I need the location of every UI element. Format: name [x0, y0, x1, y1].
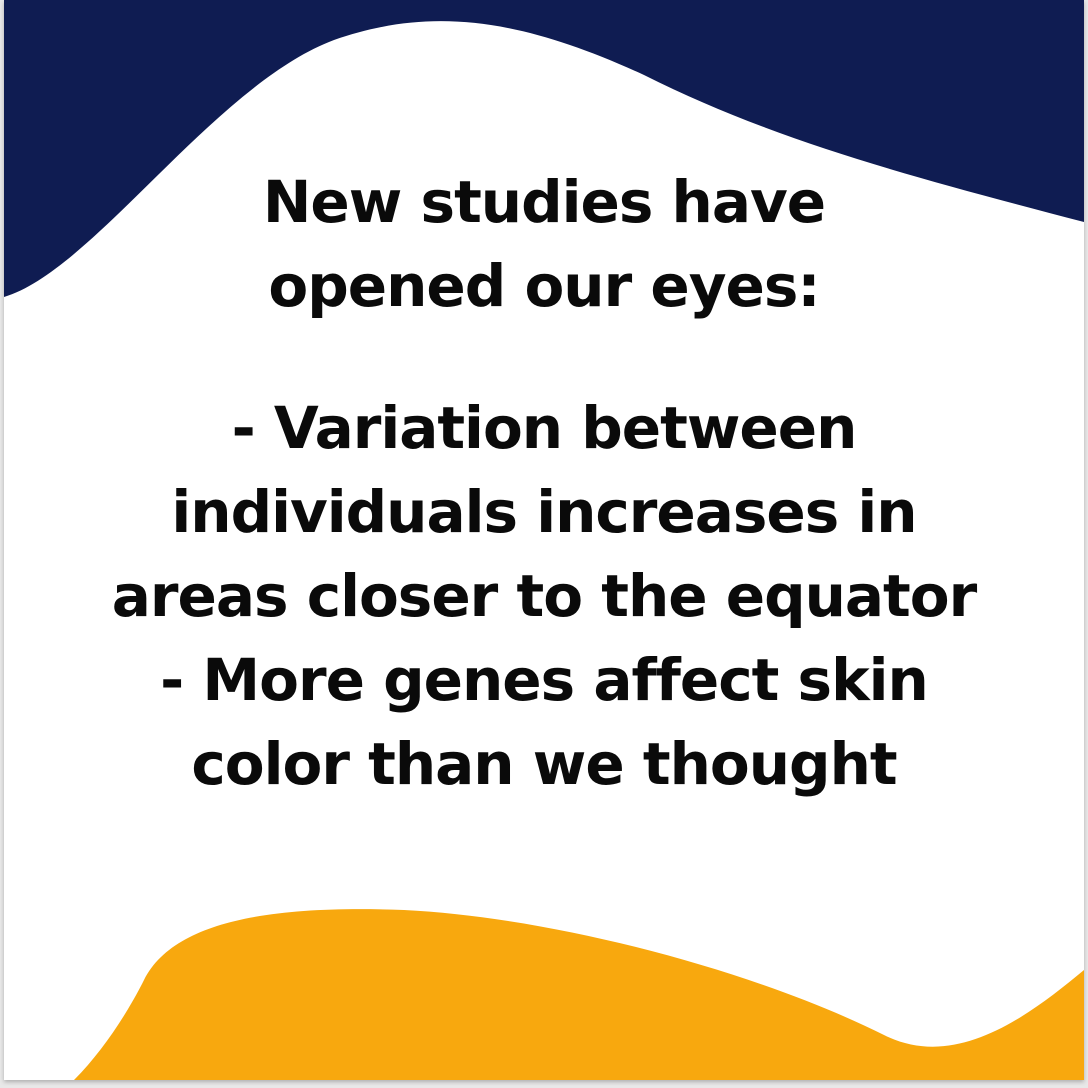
slide-card: New studies have opened our eyes: - Vari…: [4, 0, 1084, 1080]
body-line: - More genes affect skin: [160, 646, 929, 714]
body-line: areas closer to the equator: [111, 562, 977, 630]
heading-line: New studies have: [262, 168, 826, 236]
decorative-waves: [4, 0, 1084, 1080]
body-line: - Variation between: [231, 394, 858, 462]
body-line: color than we thought: [191, 730, 897, 798]
bottom-orange-wave: [74, 909, 1084, 1080]
heading-line: opened our eyes:: [268, 252, 820, 320]
top-navy-wave: [4, 0, 1084, 297]
body-text: - Variation between individuals increase…: [4, 386, 1084, 806]
body-line: individuals increases in: [171, 478, 917, 546]
heading: New studies have opened our eyes:: [4, 160, 1084, 328]
